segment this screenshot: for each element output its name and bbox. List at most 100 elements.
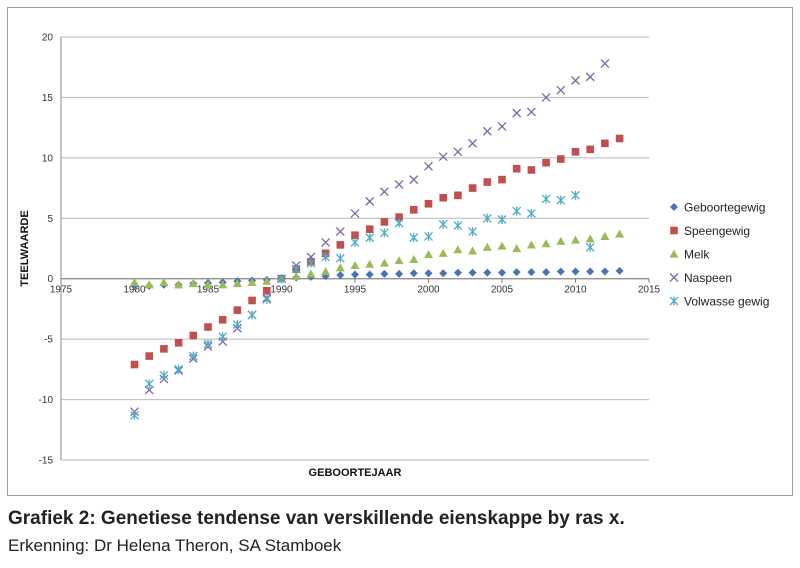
data-point <box>395 213 403 221</box>
data-point <box>350 260 360 270</box>
data-point <box>232 279 242 288</box>
data-point <box>526 107 536 117</box>
data-point <box>424 269 433 278</box>
data-point <box>321 252 331 262</box>
data-point <box>321 266 331 276</box>
scatter-chart: -15 -10 -5 0 5 10 15 20 1975 1980 1985 1990 1995 2000… <box>19 33 769 480</box>
data-point <box>497 121 507 131</box>
data-point <box>174 280 184 289</box>
data-point <box>585 234 595 243</box>
data-point <box>556 236 566 245</box>
data-point <box>453 147 463 157</box>
y-tick-label: 0 <box>47 274 53 285</box>
data-point <box>233 306 242 314</box>
data-point <box>512 108 522 118</box>
data-point <box>218 280 228 289</box>
data-point <box>526 208 536 218</box>
data-point <box>130 360 139 369</box>
data-point <box>512 268 521 277</box>
data-point <box>526 240 536 249</box>
data-point <box>365 196 375 206</box>
data-point <box>410 206 418 214</box>
legend-marker <box>669 296 679 306</box>
data-point <box>203 280 213 289</box>
data-point <box>188 351 198 361</box>
data-point <box>365 259 375 268</box>
data-point <box>556 85 566 95</box>
data-point <box>571 235 580 244</box>
data-point <box>482 242 492 251</box>
data-point <box>351 231 359 240</box>
data-point <box>453 221 463 231</box>
data-point <box>438 152 448 162</box>
data-point <box>262 276 272 285</box>
data-point <box>262 294 272 304</box>
data-point <box>615 229 625 238</box>
data-point <box>453 245 463 254</box>
y-tick-label: -5 <box>44 335 53 346</box>
x-tick-label: 2005 <box>491 285 514 296</box>
data-point <box>204 323 212 331</box>
data-point <box>350 237 360 247</box>
data-point <box>379 228 389 238</box>
y-tick-label: 5 <box>47 214 53 225</box>
legend-marker <box>670 226 678 235</box>
data-point <box>438 248 448 257</box>
data-point <box>159 370 169 380</box>
data-point <box>468 246 478 255</box>
data-point <box>218 316 227 324</box>
data-point <box>248 296 256 305</box>
x-tick-label: 1980 <box>123 285 146 296</box>
data-point <box>556 267 565 276</box>
data-point <box>424 161 433 171</box>
data-points <box>130 59 625 420</box>
data-point <box>542 158 550 167</box>
data-point <box>203 339 213 349</box>
data-point <box>615 266 624 275</box>
data-point <box>453 268 462 277</box>
data-point <box>145 352 153 360</box>
data-point <box>306 258 316 268</box>
data-point <box>586 267 595 276</box>
data-point <box>189 331 198 340</box>
gridlines <box>61 36 649 461</box>
data-point <box>130 277 139 286</box>
data-point <box>336 241 345 249</box>
data-point <box>498 175 506 184</box>
data-point <box>159 277 169 286</box>
data-point <box>541 239 551 248</box>
data-point <box>512 244 522 253</box>
data-point <box>335 253 345 263</box>
legend-label: Melk <box>684 248 710 262</box>
legend-label: Naspeen <box>684 271 732 285</box>
data-point <box>483 178 492 186</box>
data-point <box>571 190 580 200</box>
x-tick-label: 1985 <box>197 285 220 296</box>
data-point <box>306 269 316 278</box>
data-point <box>394 256 404 265</box>
y-tick-label: 10 <box>42 153 54 164</box>
data-point <box>365 225 374 233</box>
x-tick-label: 1990 <box>270 285 293 296</box>
data-point <box>512 164 521 173</box>
y-tick-label: 15 <box>42 93 54 104</box>
data-point <box>571 148 580 156</box>
chart-frame: -15 -10 -5 0 5 10 15 20 1975 1980 1985 1990 1995 2000… <box>7 7 793 496</box>
data-point <box>542 268 551 277</box>
data-point <box>365 233 375 243</box>
data-point <box>335 263 345 272</box>
data-point <box>336 271 345 280</box>
legend-label: Speengewig <box>684 224 750 238</box>
data-point <box>585 242 595 252</box>
data-point <box>188 279 198 288</box>
data-point <box>438 219 448 229</box>
data-point <box>571 267 580 276</box>
legend-marker <box>670 203 678 211</box>
data-point <box>130 410 139 420</box>
data-point <box>394 179 404 189</box>
data-point <box>556 195 566 205</box>
data-point <box>497 241 507 250</box>
data-point <box>379 187 389 197</box>
x-tick-label: 1975 <box>50 285 73 296</box>
data-point <box>395 269 404 278</box>
